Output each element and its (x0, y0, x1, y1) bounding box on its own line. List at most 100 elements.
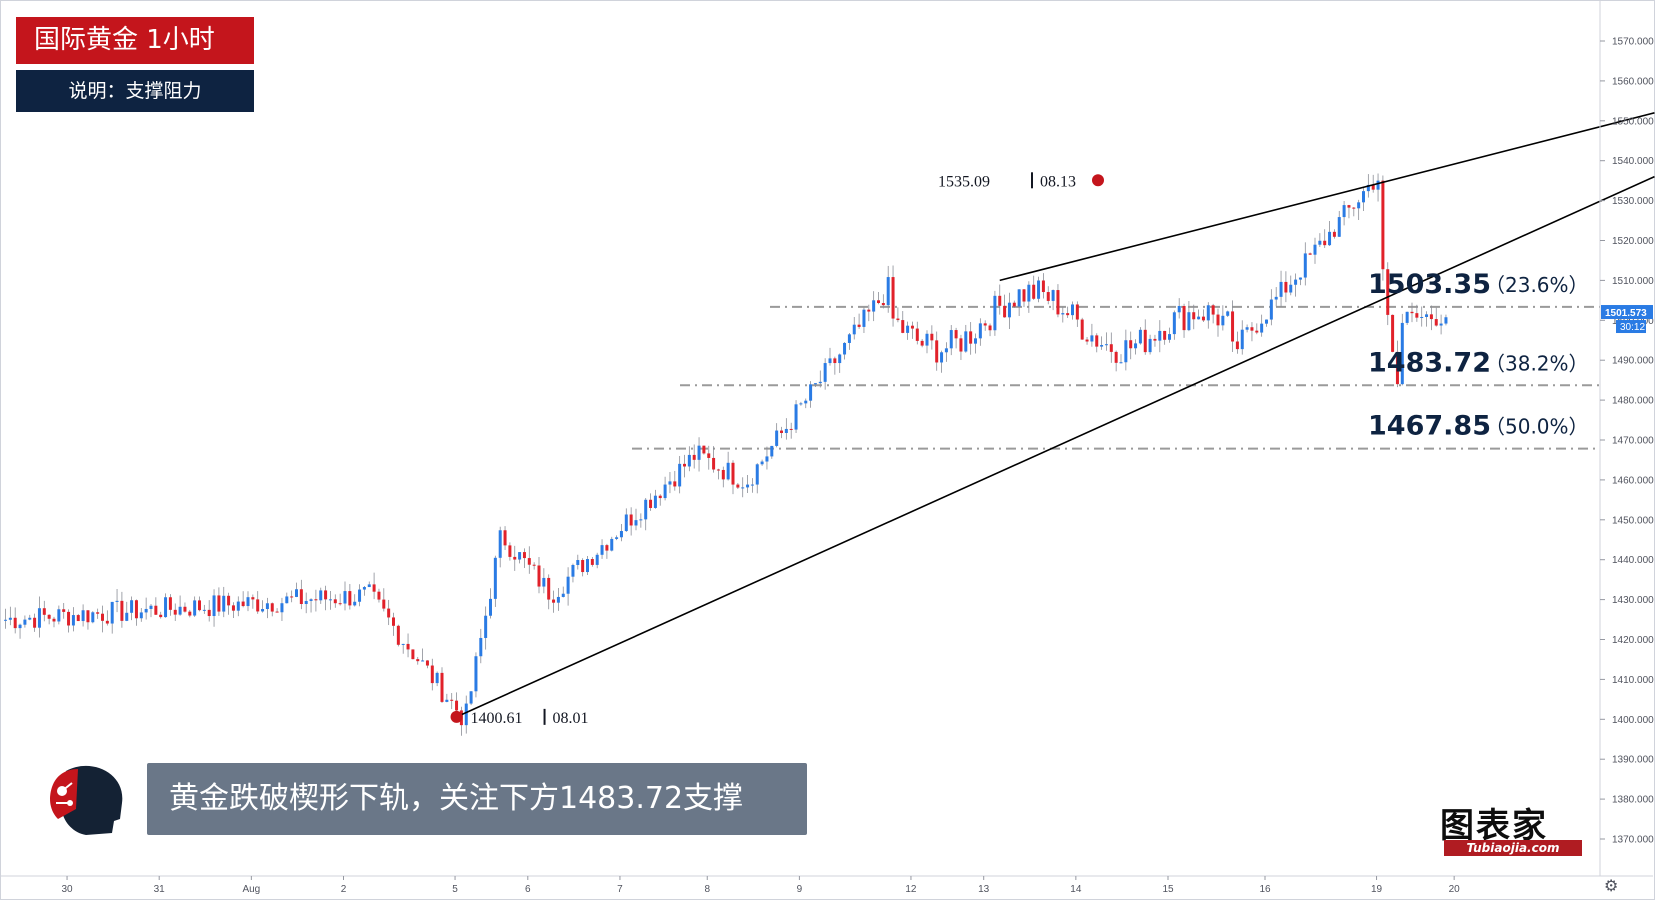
candle-body (556, 596, 560, 603)
candle-body (47, 614, 51, 619)
y-tick-label: 1560.000 (1612, 76, 1654, 87)
candle-body (309, 599, 313, 601)
candle-body (1138, 329, 1142, 344)
candle-body (1124, 340, 1128, 363)
candle-body (173, 609, 177, 615)
candle-body (649, 499, 653, 508)
candle-body (872, 300, 876, 312)
y-tick-label: 1430.000 (1612, 595, 1654, 606)
candle-body (833, 358, 837, 364)
current-price-label: 1501.573 (1605, 308, 1647, 319)
candle-body (716, 469, 720, 471)
candle-body (115, 600, 119, 602)
candle-body (1284, 281, 1288, 293)
countdown-label: 30:12 (1620, 322, 1645, 333)
low-price-label: 1400.61 (471, 710, 523, 727)
analysis-caption: 黄金跌破楔形下轨，关注下方1483.72支撑 (147, 763, 807, 835)
candle-body (52, 618, 56, 622)
candle-body (959, 338, 963, 352)
candle-body (1211, 305, 1215, 315)
candle-body (765, 456, 769, 462)
candle-body (552, 599, 556, 603)
candle-body (1032, 284, 1036, 299)
candle-body (891, 277, 895, 319)
candle-body (910, 325, 914, 329)
candle-body (974, 338, 977, 344)
candle-body (1153, 338, 1157, 341)
y-tick-label: 1490.000 (1612, 356, 1654, 367)
candle-body (28, 617, 32, 620)
countdown-badge (1616, 320, 1646, 334)
candle-body (1041, 280, 1045, 293)
candle-body (1226, 311, 1230, 316)
candle-body (1037, 280, 1041, 299)
candle-body (1328, 231, 1332, 246)
candle-body (993, 295, 997, 331)
wedge-upper-line (999, 112, 1655, 282)
candle-body (1255, 330, 1259, 333)
candle-body (1434, 319, 1438, 326)
candle-body (76, 615, 80, 622)
candle-body (1095, 335, 1099, 347)
candle-body (581, 560, 585, 573)
brand-logo[interactable]: 图表家 Tubiaojia.com (1440, 798, 1590, 858)
candle-body (1148, 338, 1152, 353)
candle-body (372, 584, 376, 592)
candle-body (571, 564, 575, 577)
candle-body (1274, 296, 1278, 300)
candle-body (736, 484, 740, 488)
candle-body (605, 545, 609, 551)
candle-body (930, 333, 934, 341)
x-tick-label: 31 (154, 884, 166, 895)
candle-body (1071, 304, 1074, 316)
candle-body (1012, 302, 1016, 307)
candle-body (1391, 314, 1395, 352)
x-tick-label: 13 (978, 884, 990, 895)
candle-body (450, 699, 454, 701)
candle-body (1143, 329, 1147, 353)
candle-body (896, 318, 900, 321)
candle-body (998, 295, 1002, 306)
candle-body (1231, 311, 1235, 342)
candle-body (1269, 299, 1273, 320)
x-tick-label: 9 (797, 884, 803, 895)
candle-body (193, 600, 197, 616)
candle-body (489, 598, 492, 616)
candle-body (1386, 269, 1390, 315)
candle-body (362, 587, 366, 590)
x-tick-label: 12 (905, 884, 917, 895)
candle-body (940, 352, 944, 363)
candle-body (285, 596, 289, 604)
candle-body (81, 610, 85, 622)
candle-body (479, 637, 483, 657)
settings-gear-icon[interactable]: ⚙ (1604, 876, 1619, 895)
high-point-marker (1092, 174, 1104, 187)
candle-body (1017, 289, 1021, 307)
candle-body (828, 358, 832, 364)
fib-price-label: 1467.85 (1368, 411, 1491, 442)
candle-body (445, 699, 449, 702)
candle-body (183, 606, 187, 612)
candle-body (721, 469, 725, 480)
candle-body (780, 430, 783, 433)
y-tick-label: 1410.000 (1612, 675, 1654, 686)
candle-body (1279, 281, 1283, 297)
candle-body (1104, 344, 1108, 346)
candle-body (1444, 317, 1448, 324)
candle-body (1395, 351, 1399, 385)
candle-body (57, 609, 61, 622)
candle-body (634, 520, 638, 526)
candle-body (915, 328, 919, 341)
candle-body (493, 557, 497, 599)
candle-body (668, 481, 672, 485)
candle-body (299, 589, 303, 605)
candle-body (4, 619, 7, 621)
y-tick-label: 1570.000 (1612, 37, 1654, 48)
candle-body (1216, 314, 1220, 326)
candle-body (1400, 322, 1404, 385)
candle-body (1298, 277, 1302, 280)
x-tick-label: 30 (61, 884, 73, 895)
candle-body (1168, 334, 1171, 340)
